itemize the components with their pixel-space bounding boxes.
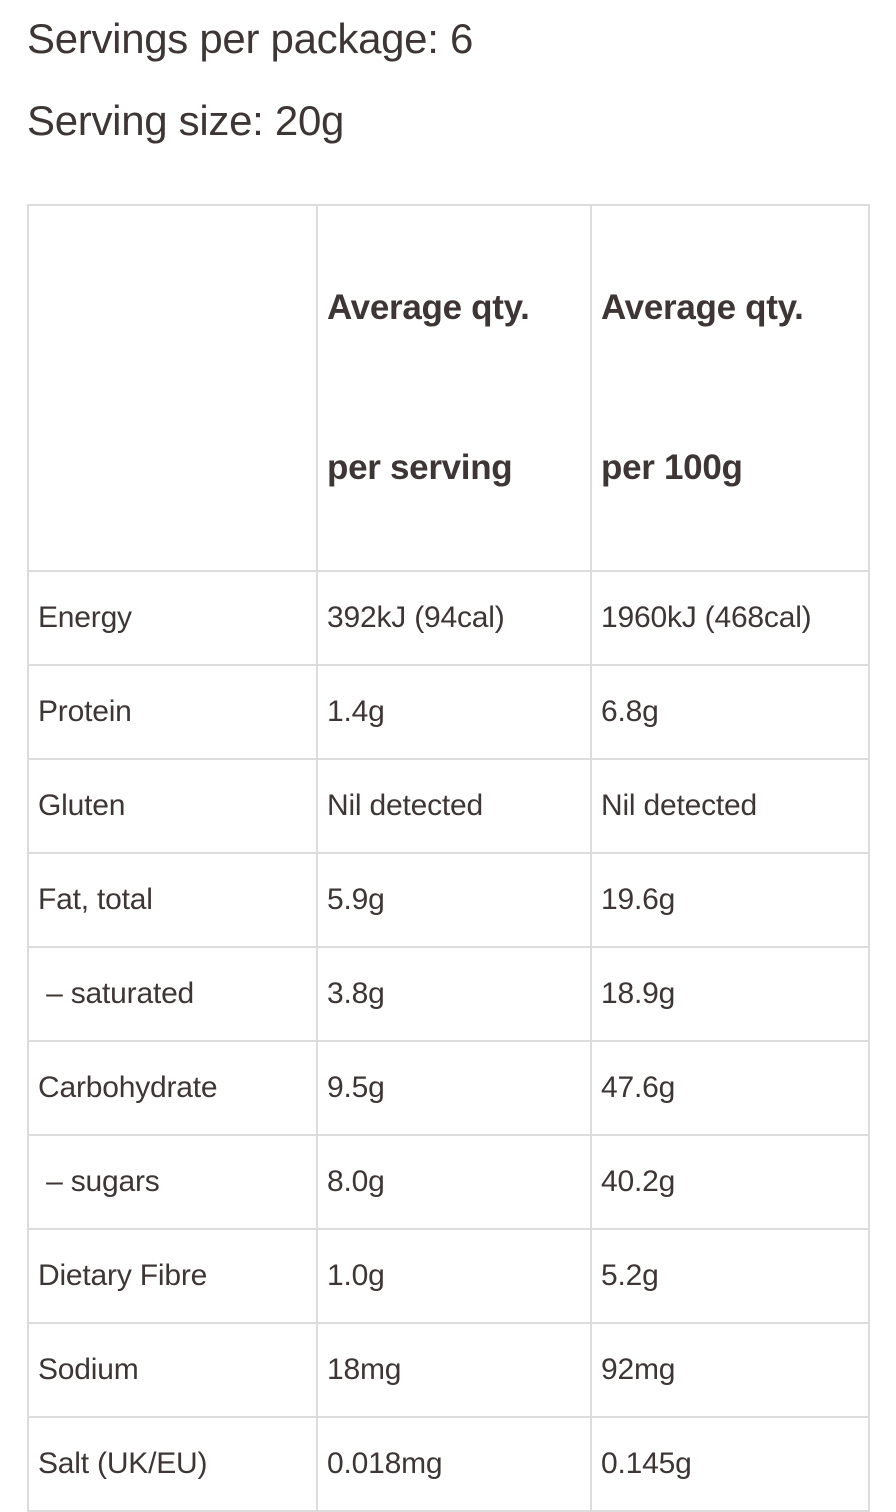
nutrient-label: Sodium [27,1322,318,1418]
per-serving-value: 8.0g [316,1134,592,1230]
table-row-salt: Salt (UK/EU) 0.018mg 0.145g [27,1416,870,1512]
per-100g-value: 1960kJ (468cal) [590,570,870,666]
table-row-gluten: Gluten Nil detected Nil detected [27,758,870,854]
header-row: Average qty. per serving Average qty. pe… [27,204,870,572]
per-100g-value: 40.2g [590,1134,870,1230]
per-100g-value: 19.6g [590,852,870,948]
nutrient-label: Gluten [27,758,318,854]
nutrient-label: Salt (UK/EU) [27,1416,318,1512]
table-row-dietary-fibre: Dietary Fibre 1.0g 5.2g [27,1228,870,1324]
table-row-protein: Protein 1.4g 6.8g [27,664,870,760]
per-serving-value: 392kJ (94cal) [316,570,592,666]
nutrient-label: Protein [27,664,318,760]
per-serving-column-header: Average qty. per serving [316,204,592,572]
per-100g-value: 47.6g [590,1040,870,1136]
per-serving-value: 9.5g [316,1040,592,1136]
table-row-sodium: Sodium 18mg 92mg [27,1322,870,1418]
per-100g-value: Nil detected [590,758,870,854]
per-serving-value: 3.8g [316,946,592,1042]
per-100g-column-header: Average qty. per 100g [590,204,870,572]
nutrition-panel: Servings per package: 6 Serving size: 20… [27,12,896,1512]
table-row-saturated-fat: – saturated 3.8g 18.9g [27,946,870,1042]
per-serving-value: 18mg [316,1322,592,1418]
nutrient-label: Dietary Fibre [27,1228,318,1324]
nutrient-column-header [27,204,318,572]
nutrient-label: Fat, total [27,852,318,948]
per-serving-header-line2: per serving [327,448,513,487]
per-serving-value: 1.0g [316,1228,592,1324]
nutrient-label: Carbohydrate [27,1040,318,1136]
table-row-fat-total: Fat, total 5.9g 19.6g [27,852,870,948]
per-serving-value: 1.4g [316,664,592,760]
table-row-energy: Energy 392kJ (94cal) 1960kJ (468cal) [27,570,870,666]
nutrient-label: – saturated [27,946,318,1042]
per-100g-value: 5.2g [590,1228,870,1324]
per-100g-header-line1: Average qty. [601,288,804,327]
per-100g-value: 6.8g [590,664,870,760]
serving-size-text: Serving size: 20g [27,97,345,144]
per-serving-value: 0.018mg [316,1416,592,1512]
per-serving-value: 5.9g [316,852,592,948]
nutrient-label: – sugars [27,1134,318,1230]
nutrient-label: Energy [27,570,318,666]
nutrition-table: Average qty. per serving Average qty. pe… [27,204,870,1512]
per-100g-header-line2: per 100g [601,448,743,487]
table-row-sugars: – sugars 8.0g 40.2g [27,1134,870,1230]
table-row-carbohydrate: Carbohydrate 9.5g 47.6g [27,1040,870,1136]
per-100g-value: 0.145g [590,1416,870,1512]
per-serving-value: Nil detected [316,758,592,854]
servings-per-package-text: Servings per package: 6 [27,15,474,62]
per-serving-header-line1: Average qty. [327,288,530,327]
per-100g-value: 18.9g [590,946,870,1042]
per-100g-value: 92mg [590,1322,870,1418]
